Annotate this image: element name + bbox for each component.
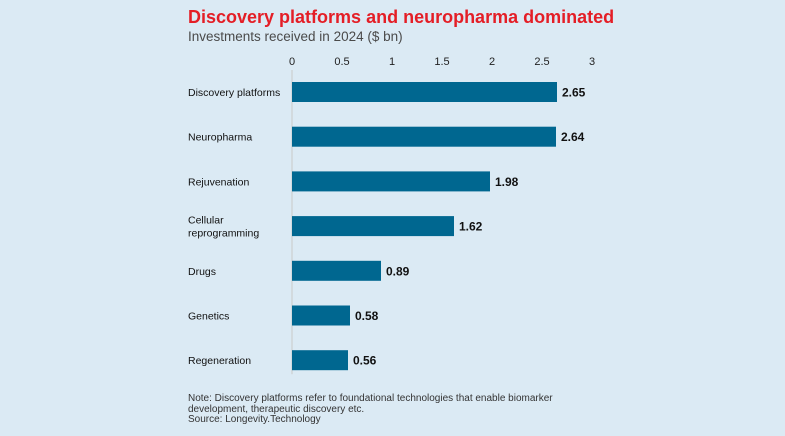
value-label: 0.89 [386,264,410,278]
bar [292,260,381,281]
bar [292,126,556,147]
x-tick-label: 3 [589,56,595,68]
category-label: Discovery platforms [188,87,280,99]
chart-title: Discovery platforms and neuropharma domi… [188,7,615,27]
x-tick-label: 0 [289,56,295,68]
source-line: Source: Longevity.Technology [188,414,321,425]
value-labels: 2.65 2.64 1.98 1.62 0.89 0.58 0.56 [353,86,586,368]
chart-subtitle: Investments received in 2024 ($ bn) [188,29,403,44]
category-label: Genetics [188,311,229,323]
value-label: 2.64 [561,130,585,144]
bar [292,216,454,237]
x-tick-label: 1 [389,56,395,68]
category-label: Cellular reprogramming [188,215,259,240]
value-label: 1.98 [495,175,519,189]
value-label: 1.62 [459,220,483,234]
bars [292,82,557,371]
x-tick-label: 1.5 [434,56,449,68]
bar [292,350,348,371]
value-label: 0.56 [353,354,377,368]
footnotes: Note: Discovery platforms refer to found… [188,393,608,426]
note-line-2: development, therapeutic discovery etc. [188,403,365,415]
category-label: Regeneration [188,355,251,367]
note-line-1: Note: Discovery platforms refer to found… [188,393,553,404]
bar [292,82,557,102]
category-label: Drugs [188,266,216,278]
category-label: Rejuvenation [188,176,249,188]
value-label: 0.58 [355,309,379,323]
bar [292,305,350,326]
value-label: 2.65 [562,86,586,100]
category-label: Neuropharma [188,132,252,144]
x-tick-label: 2.5 [534,56,549,68]
x-axis-ticks: 0 0.5 1 1.5 2 2.5 3 [289,56,595,68]
x-tick-label: 2 [489,56,495,68]
bar [292,171,490,192]
x-tick-label: 0.5 [334,56,349,68]
category-labels: Discovery platforms Neuropharma Rejuvenati… [188,87,280,367]
